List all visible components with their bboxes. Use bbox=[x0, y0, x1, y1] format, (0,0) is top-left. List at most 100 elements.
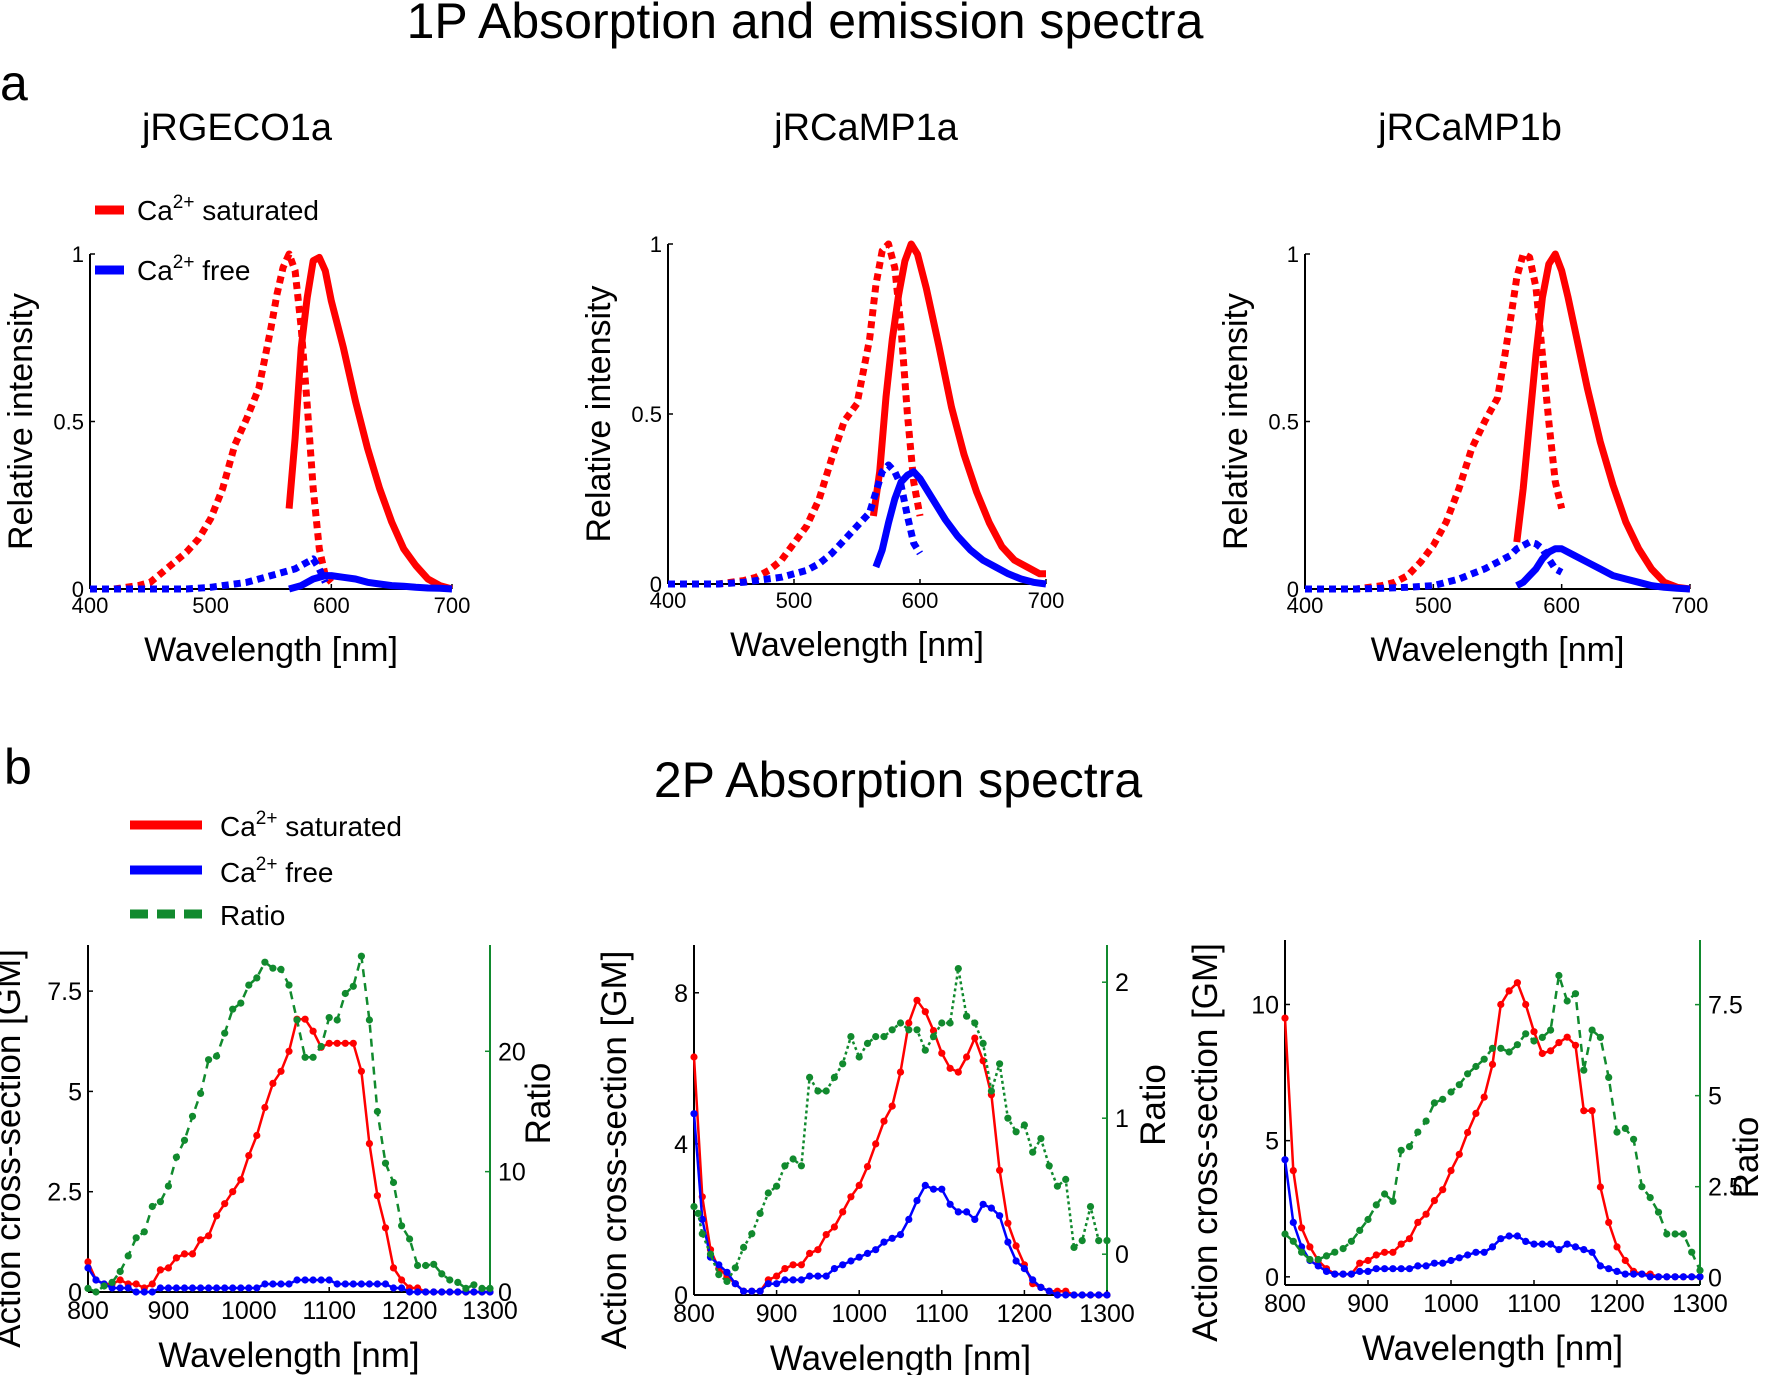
data-point bbox=[140, 1288, 148, 1296]
data-point bbox=[971, 1034, 979, 1042]
data-point bbox=[706, 1250, 715, 1258]
data-point bbox=[1596, 1262, 1604, 1270]
data-point bbox=[84, 1258, 92, 1266]
x-tick-label: 1100 bbox=[302, 1297, 356, 1325]
data-point bbox=[847, 1257, 855, 1265]
data-point bbox=[896, 1231, 905, 1239]
data-point bbox=[1331, 1248, 1339, 1256]
data-point bbox=[880, 1238, 888, 1246]
y2-tick-label: 0 bbox=[1115, 1241, 1129, 1269]
data-point bbox=[148, 1280, 156, 1288]
data-point bbox=[1563, 997, 1571, 1005]
data-point bbox=[229, 1188, 237, 1196]
data-point bbox=[1103, 1291, 1111, 1299]
series-ca2-saturated-absorption bbox=[1305, 250, 1566, 593]
data-point bbox=[872, 1140, 880, 1148]
series-line bbox=[869, 240, 1046, 578]
data-point bbox=[1472, 1248, 1480, 1256]
y-tick-label: 8 bbox=[674, 980, 688, 1008]
data-point bbox=[1356, 1267, 1364, 1275]
data-point bbox=[1580, 1066, 1588, 1074]
data-point bbox=[438, 1270, 446, 1278]
data-point bbox=[116, 1276, 124, 1284]
data-point bbox=[172, 1284, 180, 1292]
series-ca2-free-emission bbox=[288, 572, 453, 593]
data-point bbox=[422, 1261, 430, 1270]
data-point bbox=[1070, 1243, 1078, 1251]
chart-jrgeco1a-2p: 800 900 1000 1100 1200 130002.557.501020Wavel… bbox=[0, 945, 558, 1375]
data-point bbox=[1314, 1255, 1322, 1264]
series-ca2-saturated bbox=[84, 1015, 494, 1296]
data-point bbox=[317, 1276, 325, 1284]
y-tick-label: 0 bbox=[674, 1282, 688, 1310]
data-point bbox=[1281, 1230, 1289, 1238]
chart-jrcamp1a-2p: 800 900 1000 1100 1200 1300 0 4 8 0 1 2 Wavelength [… bbox=[595, 945, 1173, 1375]
data-point bbox=[1447, 1088, 1455, 1096]
data-point bbox=[954, 1208, 962, 1216]
data-point bbox=[1472, 1109, 1480, 1117]
data-point bbox=[237, 999, 245, 1007]
data-point bbox=[1654, 1208, 1663, 1216]
data-point bbox=[156, 1198, 164, 1206]
data-point bbox=[872, 1246, 880, 1254]
y-tick-label: 7.5 bbox=[47, 978, 82, 1006]
data-point bbox=[996, 1212, 1004, 1220]
data-point bbox=[325, 1014, 333, 1022]
data-point bbox=[773, 1182, 781, 1190]
data-point bbox=[938, 1185, 946, 1193]
series-line bbox=[872, 468, 1047, 588]
panel-b-label: b bbox=[4, 739, 32, 795]
series-line bbox=[90, 555, 329, 593]
data-point bbox=[987, 1087, 996, 1095]
data-point bbox=[913, 1197, 921, 1205]
data-point bbox=[406, 1235, 414, 1243]
data-point bbox=[1571, 1041, 1580, 1049]
data-point bbox=[1430, 1099, 1438, 1107]
series-line bbox=[692, 999, 1107, 1297]
data-point bbox=[855, 1181, 863, 1189]
data-point bbox=[1571, 1243, 1580, 1251]
y2-tick-label: 0 bbox=[498, 1279, 512, 1307]
data-point bbox=[1588, 1026, 1596, 1034]
data-point bbox=[1430, 1259, 1438, 1267]
y-axis-label: Relative intensity bbox=[580, 285, 618, 542]
data-point bbox=[1530, 1028, 1538, 1036]
data-point bbox=[1497, 1044, 1505, 1052]
data-point bbox=[1414, 1128, 1422, 1136]
data-point bbox=[341, 1039, 349, 1047]
legend-item-saturated: Ca2+ saturated bbox=[95, 192, 319, 226]
legend-item-ratio: Ratio bbox=[130, 900, 285, 931]
data-point bbox=[414, 1288, 422, 1296]
data-point bbox=[1654, 1273, 1663, 1281]
data-point bbox=[1571, 990, 1580, 998]
data-point bbox=[486, 1284, 494, 1292]
data-point bbox=[1422, 1117, 1430, 1125]
data-point bbox=[269, 1079, 277, 1087]
series-ca2-saturated-absorption bbox=[90, 250, 334, 593]
data-point bbox=[1464, 1128, 1472, 1137]
data-point bbox=[389, 1284, 398, 1292]
panel-a-label: a bbox=[0, 55, 28, 111]
legend-item-free: Ca2+ free bbox=[130, 854, 334, 888]
data-point bbox=[446, 1288, 454, 1296]
data-point bbox=[333, 1016, 341, 1024]
data-point bbox=[261, 958, 269, 966]
data-point bbox=[188, 1284, 197, 1292]
data-point bbox=[1688, 1273, 1696, 1281]
y2-tick-label: 2 bbox=[1115, 969, 1129, 997]
data-point bbox=[1389, 1265, 1397, 1273]
data-point bbox=[830, 1073, 839, 1081]
data-point bbox=[1339, 1245, 1347, 1253]
data-point bbox=[172, 1254, 180, 1262]
data-point bbox=[261, 1103, 269, 1112]
data-point bbox=[694, 1209, 702, 1217]
data-point bbox=[237, 1176, 245, 1184]
data-point bbox=[1414, 1218, 1422, 1226]
data-point bbox=[789, 1276, 797, 1284]
section-b-title: 2P Absorption spectra bbox=[654, 752, 1142, 808]
data-point bbox=[164, 1182, 172, 1190]
x-tick-label: 600 bbox=[313, 593, 350, 618]
data-point bbox=[946, 1064, 954, 1072]
data-point bbox=[963, 1053, 971, 1061]
x-tick-label: 600 bbox=[1543, 593, 1580, 618]
